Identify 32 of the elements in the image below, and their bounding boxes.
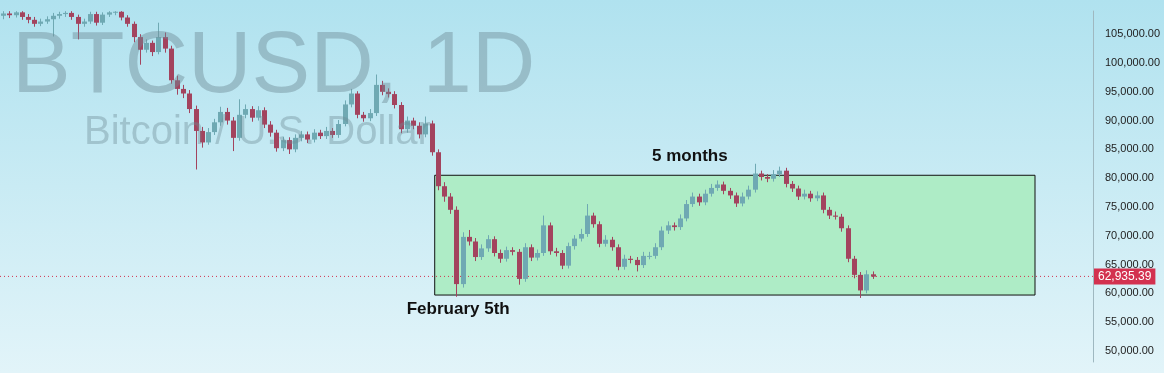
y-tick-label: 65,000.00: [1105, 257, 1154, 270]
candlestick: [560, 249, 565, 270]
candlestick: [852, 255, 857, 279]
y-tick-label: 60,000.00: [1105, 286, 1154, 299]
candlestick: [753, 163, 758, 194]
candlestick: [473, 237, 478, 262]
candlestick: [616, 243, 621, 271]
y-tick-label: 85,000.00: [1105, 142, 1154, 155]
y-tick-label: 95,000.00: [1105, 84, 1154, 97]
candlestick: [492, 235, 497, 257]
candlestick: [448, 192, 453, 215]
candlestick: [821, 192, 826, 214]
candlestick: [684, 199, 689, 222]
candlestick: [585, 203, 590, 238]
annotation: February 5th: [406, 299, 510, 319]
y-tick-label: 90,000.00: [1105, 113, 1154, 126]
y-tick-label: 75,000.00: [1105, 199, 1154, 212]
candlestick: [597, 220, 602, 248]
annotation: 5 months: [652, 146, 728, 166]
candlestick: [566, 242, 571, 270]
candlestick: [864, 269, 869, 294]
y-tick-label: 55,000.00: [1105, 315, 1154, 328]
candlestick: [442, 181, 447, 203]
y-tick-label: 50,000.00: [1105, 343, 1154, 356]
y-tick-label: 80,000.00: [1105, 171, 1154, 184]
ref-line-label: 62,935.39: [1098, 268, 1152, 283]
candlestick: [784, 167, 789, 188]
candlestick: [659, 226, 664, 251]
y-tick-label: 70,000.00: [1105, 228, 1154, 241]
y-tick-label: 100,000.00: [1105, 56, 1161, 69]
candlestick: [858, 271, 863, 299]
y-tick-label: 105,000.00: [1105, 27, 1161, 40]
